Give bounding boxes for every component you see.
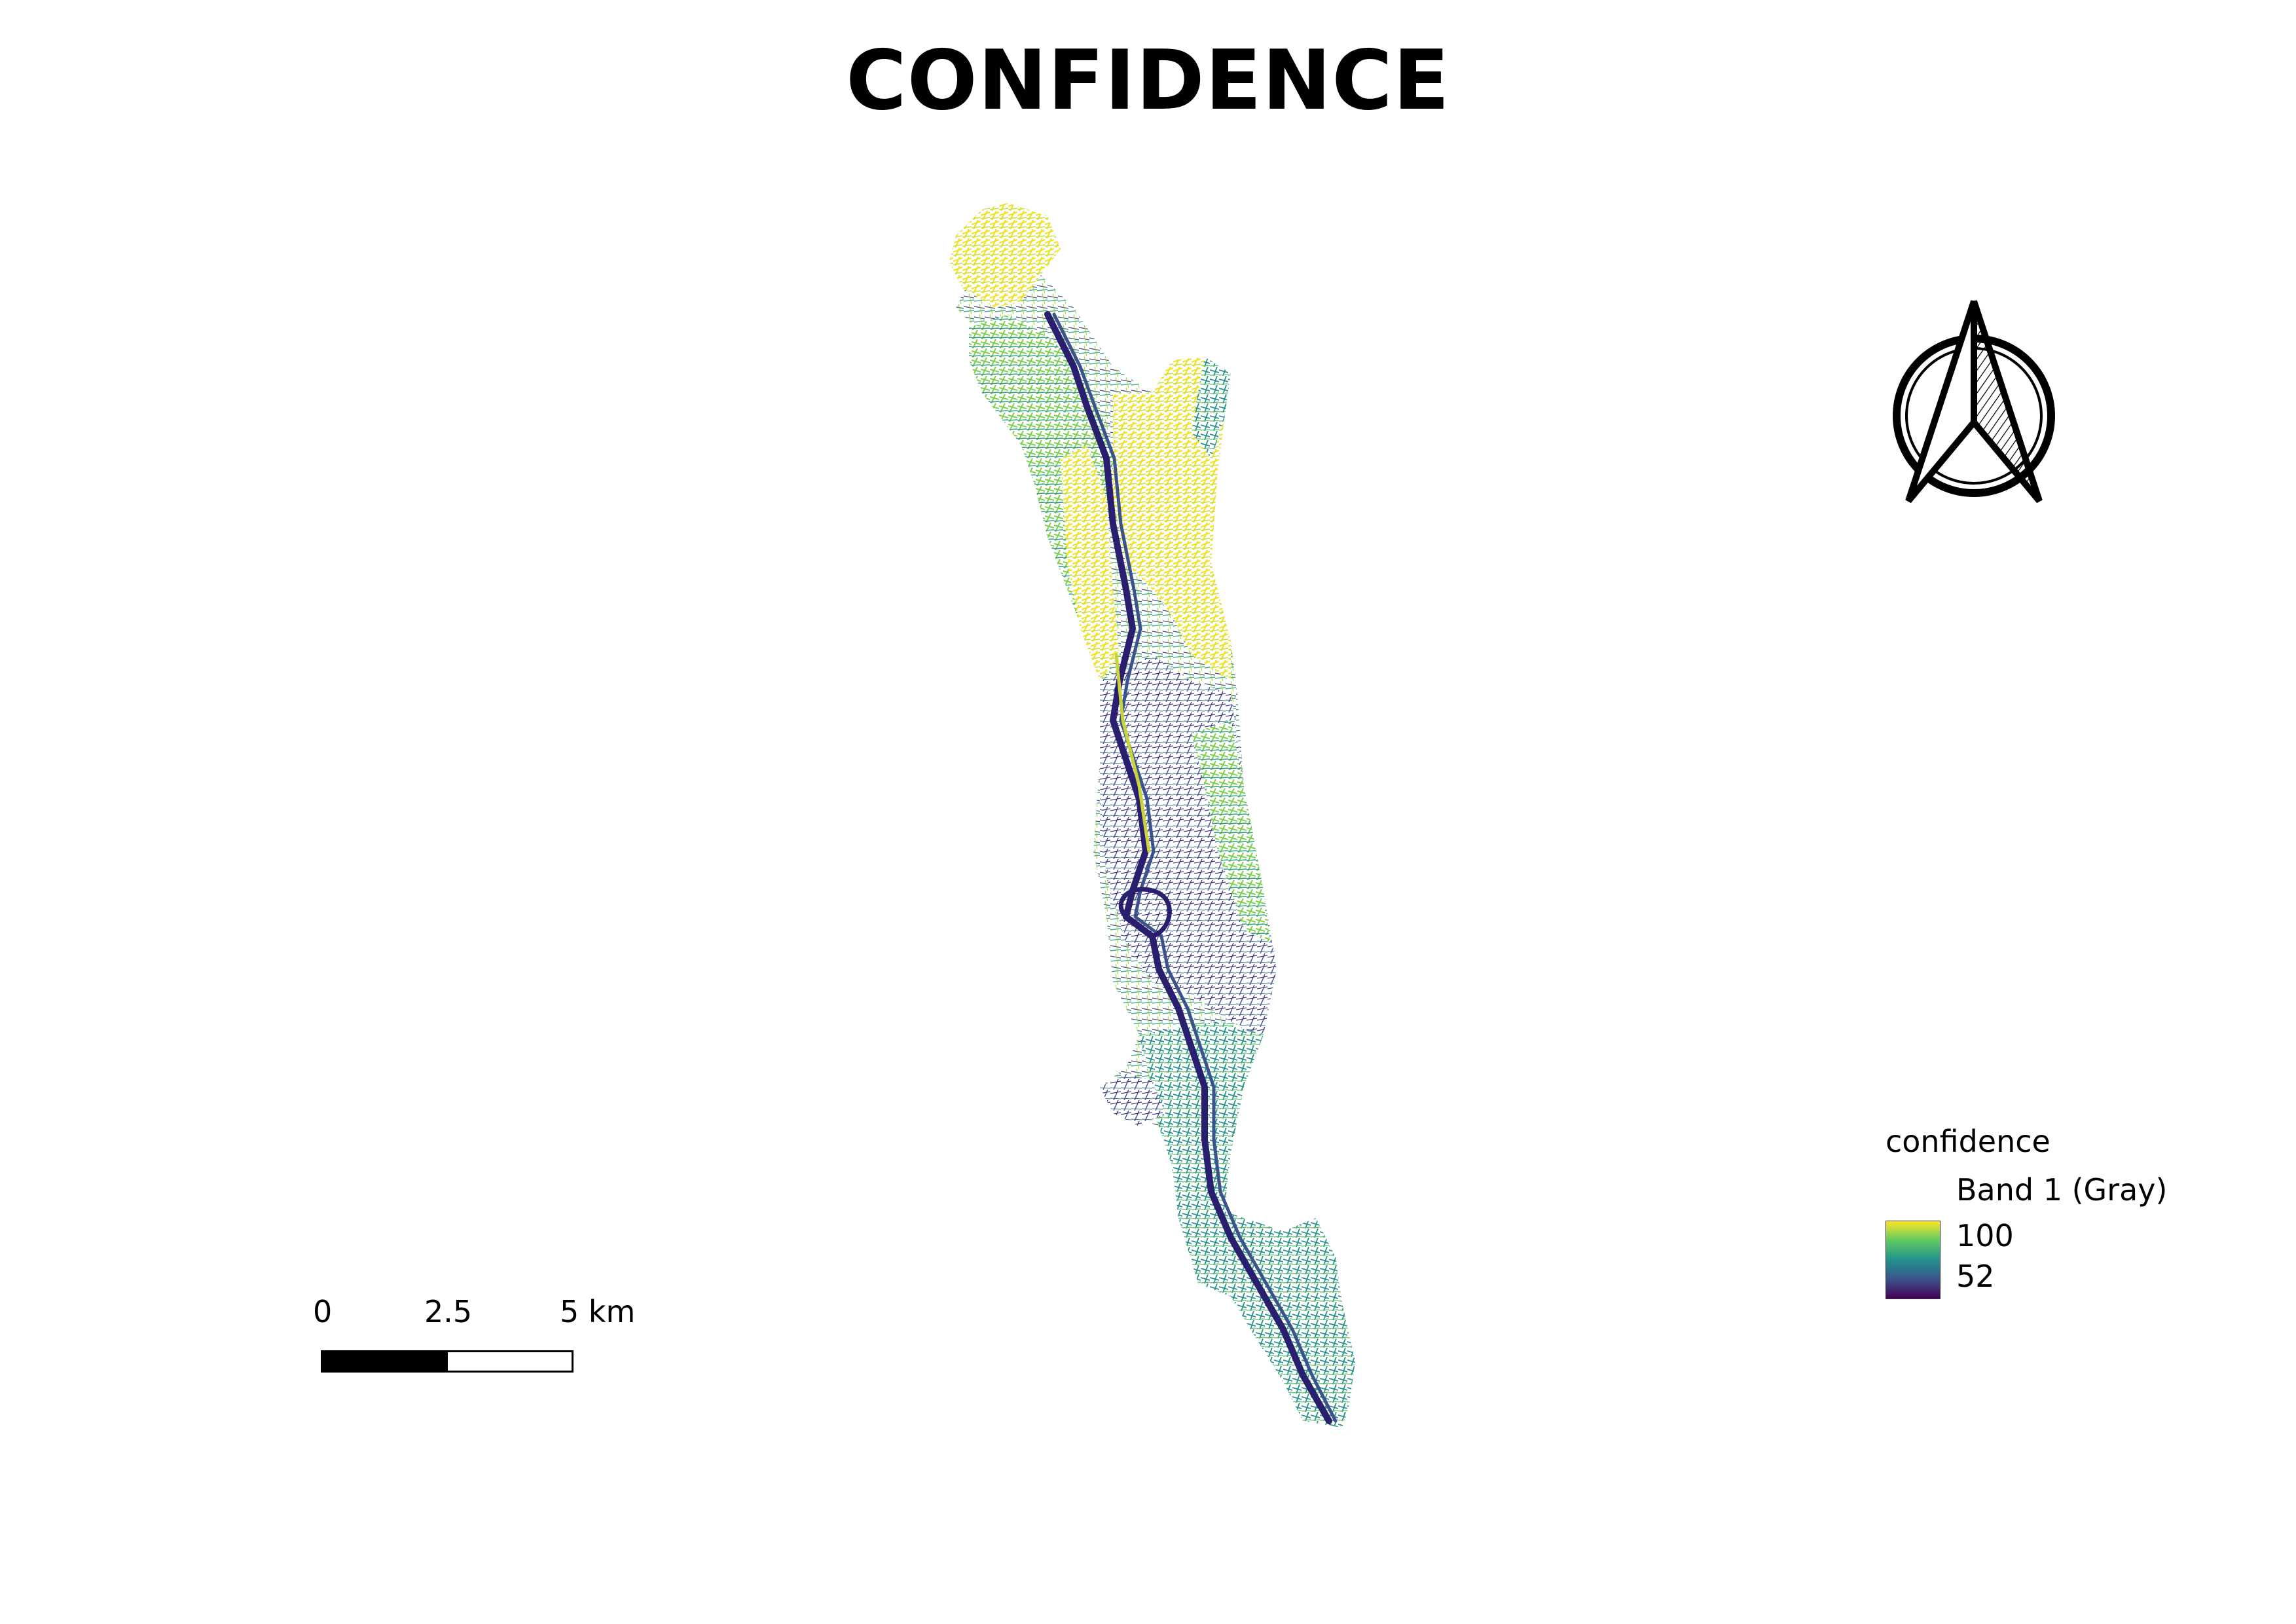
river-bank-highlight xyxy=(1114,653,1151,853)
river-channel-bank xyxy=(1052,312,1338,1423)
legend: confidence Band 1 (Gray) 100 52 xyxy=(1886,1126,2174,1310)
legend-band-label: Band 1 (Gray) xyxy=(1956,1172,2168,1208)
teal-zone-ne xyxy=(1192,357,1231,458)
river-channel xyxy=(1044,311,1332,1424)
legend-layer-name: confidence xyxy=(1886,1124,2050,1159)
yellow-zone-nw xyxy=(949,203,1061,308)
scale-bar: 0 2.5 5 km xyxy=(308,1297,674,1388)
north-arrow-icon xyxy=(1893,300,2055,504)
teal-zone-south xyxy=(1139,1022,1355,1428)
scale-segment-white xyxy=(446,1350,574,1373)
legend-color-ramp xyxy=(1886,1221,1941,1299)
purple-zone-sw-lobe xyxy=(1100,1074,1165,1126)
legend-max-value: 100 xyxy=(1956,1218,2014,1253)
scale-tick-mid: 2.5 xyxy=(424,1294,473,1329)
scale-segment-black xyxy=(321,1350,448,1373)
legend-min-value: 52 xyxy=(1956,1259,1995,1294)
scale-tick-0: 0 xyxy=(313,1294,333,1329)
scale-tick-end: 5 km xyxy=(560,1294,636,1329)
map-title: CONFIDENCE xyxy=(846,32,1450,128)
river-meander xyxy=(1118,887,1172,939)
yellow-zone-west-strip xyxy=(1061,445,1120,681)
green-zone-east-middle xyxy=(1192,720,1270,943)
